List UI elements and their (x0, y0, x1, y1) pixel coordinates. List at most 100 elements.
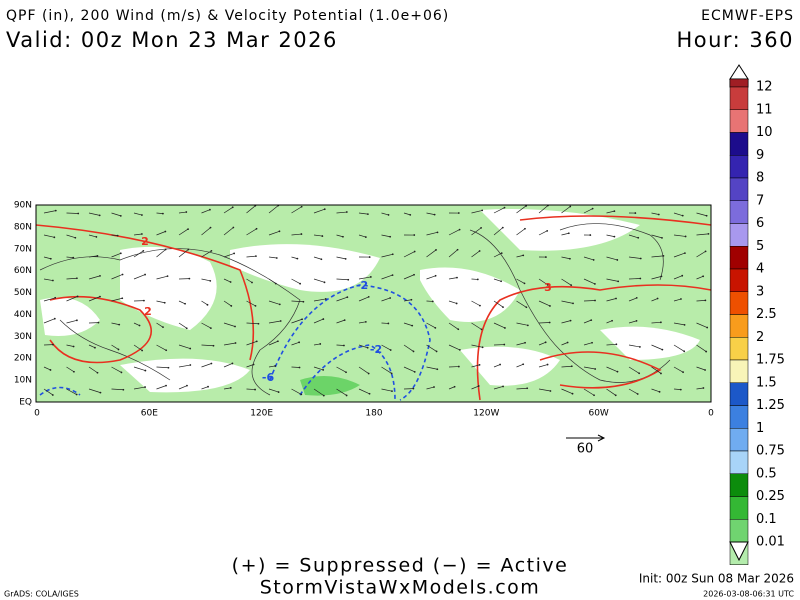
wind-arrow (583, 319, 592, 324)
wind-arrowhead (164, 230, 167, 233)
wind-arrow (381, 297, 391, 302)
wind-arrowhead (593, 394, 595, 397)
wind-arrow (516, 322, 528, 326)
wind-arrow (246, 255, 256, 258)
wind-arrowhead (99, 391, 102, 394)
wind-arrowhead (681, 214, 684, 217)
wind-arrowhead (252, 363, 255, 366)
wind-arrow (133, 233, 142, 236)
wind-arrow (111, 234, 118, 236)
wind-arrow (223, 278, 231, 283)
wind-arrowhead (434, 274, 437, 277)
wind-arrowhead (322, 369, 325, 371)
wind-arrow (313, 318, 324, 324)
wind-arrow (606, 366, 618, 372)
wind-arrowhead (526, 387, 529, 390)
lat-label: 70N (14, 244, 32, 254)
wind-arrow (358, 344, 368, 349)
wind-arrowhead (500, 252, 503, 255)
wind-arrowhead (411, 324, 414, 327)
wind-arrow (358, 366, 369, 374)
wind-arrowhead (144, 369, 147, 372)
wind-arrow (673, 344, 685, 352)
wind-arrowhead (682, 371, 684, 374)
wind-arrowhead (435, 350, 438, 353)
wind-arrowhead (212, 344, 215, 347)
wind-arrowhead (276, 340, 279, 343)
wind-arrow (493, 252, 502, 258)
wind-arrowhead (616, 259, 619, 261)
wind-arrow (628, 297, 637, 302)
wind-arrow (628, 388, 638, 395)
wind-arrowhead (639, 277, 642, 280)
wind-arrow (471, 344, 483, 348)
wind-arrowhead (364, 236, 367, 238)
colorbar-label: 2 (756, 330, 764, 345)
lon-label: 180 (365, 409, 382, 419)
wind-arrowhead (367, 296, 370, 298)
wind-arrowhead (615, 343, 618, 346)
colorbar-label: 0.5 (756, 466, 777, 481)
wind-arrow (538, 205, 549, 214)
wind-arrow (268, 388, 279, 393)
wind-arrow (696, 233, 709, 236)
wind-arrowhead (229, 386, 232, 389)
colorbar-label: 8 (756, 171, 764, 186)
wind-arrowhead (234, 325, 236, 328)
wind-arrow (358, 296, 369, 302)
contour-label: -2 (356, 279, 368, 292)
wind-arrowhead (616, 370, 619, 373)
wind-arrow (696, 275, 704, 280)
wind-arrowhead (705, 214, 708, 217)
wind-arrow (223, 342, 236, 346)
wind-arrow (358, 321, 366, 324)
wind-arrowhead (53, 236, 56, 239)
wind-arrow (313, 278, 325, 283)
wind-arrowhead (387, 322, 390, 325)
wind-ref-arrowhead (597, 434, 606, 442)
colorbar-label: 1 (756, 421, 764, 436)
wind-arrowhead (481, 346, 484, 349)
wind-arrowhead (118, 323, 121, 326)
wind-arrow (336, 256, 346, 260)
wind-arrowhead (51, 394, 54, 396)
lat-label: 80N (14, 222, 32, 232)
wind-arrowhead (458, 228, 461, 231)
wind-arrowhead (144, 386, 146, 388)
wind-arrowhead (704, 250, 707, 253)
wind-arrowhead (121, 297, 124, 300)
wind-arrow (201, 278, 211, 282)
wind-arrow (66, 388, 77, 395)
wind-arrowhead (231, 362, 234, 365)
wind-arrowhead (299, 282, 302, 285)
wind-arrowhead (409, 213, 412, 216)
wind-arrowhead (72, 256, 75, 259)
colorbar-box (729, 337, 749, 361)
wind-arrow (583, 256, 594, 261)
wind-arrow (426, 386, 435, 390)
wind-arrowhead (635, 297, 638, 299)
lon-label: 0 (708, 409, 714, 419)
wind-arrowhead (457, 328, 460, 331)
wind-arrowhead (210, 362, 213, 365)
wind-arrowhead (637, 236, 640, 239)
wind-arrow (156, 300, 165, 304)
wind-arrow (561, 320, 571, 324)
wind-arrowhead (614, 394, 617, 397)
wind-arrow (88, 212, 100, 216)
wind-arrowhead (368, 256, 371, 258)
wind-arrowhead (54, 209, 57, 212)
wind-arrow (268, 256, 277, 259)
wind-arrowhead (549, 305, 551, 307)
colorbar-label: 2.5 (756, 307, 777, 322)
wind-arrow (246, 278, 253, 283)
wind-arrowhead (706, 326, 709, 329)
wind-arrowhead (389, 349, 392, 351)
wind-arrow (403, 299, 412, 302)
wind-arrowhead (391, 274, 394, 276)
wind-arrowhead (345, 371, 347, 374)
wind-arrow (403, 322, 413, 326)
wind-arrow (201, 300, 208, 306)
colorbar-box (729, 405, 749, 429)
wind-arrowhead (165, 349, 168, 352)
